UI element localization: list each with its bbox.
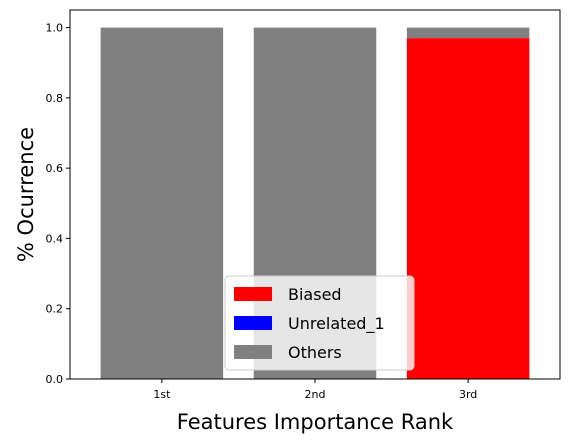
y-tick-label: 0.8 [46,92,64,105]
y-tick-label: 0.0 [46,373,64,386]
legend-label-others: Others [288,343,342,362]
bar-3rd-biased [406,38,530,379]
bar-1st-others [100,27,224,379]
bars-group [100,27,530,379]
x-tick-label: 1st [153,388,171,401]
y-tick-label: 0.6 [46,162,64,175]
legend-swatch-unrelated-1 [234,316,272,330]
x-axis-ticks: 1st 2nd 3rd [153,379,477,401]
bar-3rd-others [406,27,530,39]
x-tick-label: 2nd [305,388,326,401]
x-axis-label: Features Importance Rank [177,410,454,434]
y-tick-label: 0.2 [46,303,64,316]
legend-label-unrelated-1: Unrelated_1 [288,314,385,334]
y-axis-label: % Ocurrence [14,127,38,262]
legend-swatch-others [234,345,272,359]
x-tick-label: 3rd [459,388,477,401]
y-tick-label: 0.4 [46,232,64,245]
y-axis-ticks: 0.0 0.2 0.4 0.6 0.8 1.0 [46,22,70,386]
legend-label-biased: Biased [288,285,342,304]
legend-box [224,275,415,371]
y-tick-label: 1.0 [46,22,64,35]
legend-swatch-biased [234,287,272,301]
legend: Biased Unrelated_1 Others [224,275,415,371]
